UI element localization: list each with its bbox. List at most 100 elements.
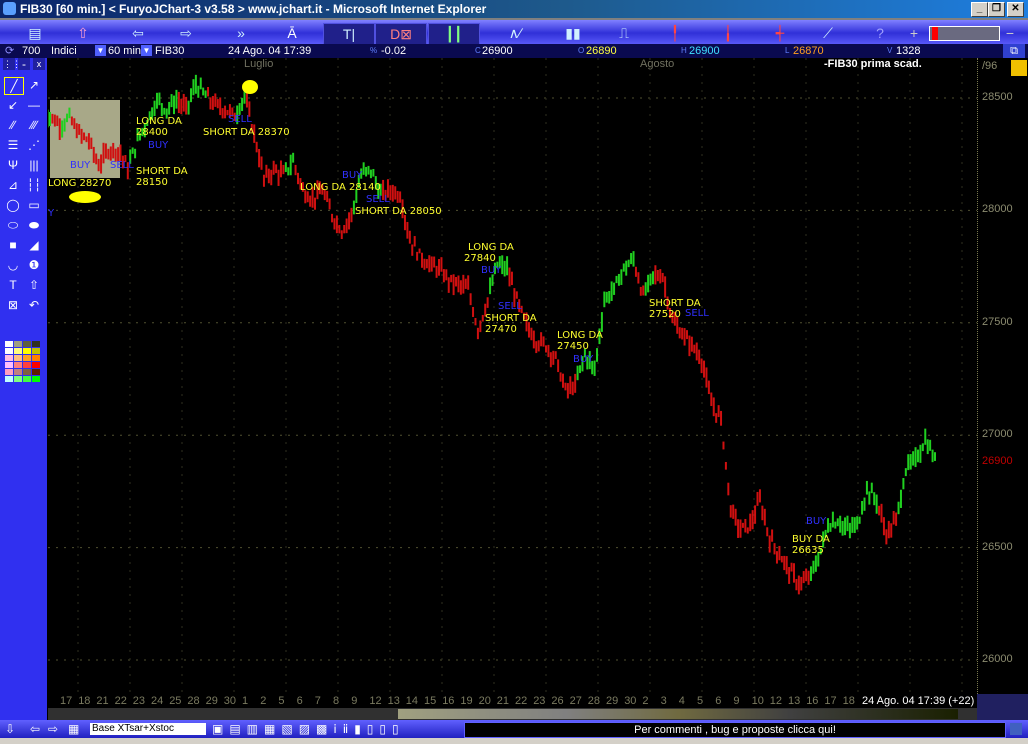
marker-middle-icon[interactable]: ┽ bbox=[775, 25, 785, 41]
color-swatch[interactable] bbox=[23, 355, 31, 361]
color-swatch[interactable] bbox=[5, 348, 13, 354]
text-icon[interactable]: T bbox=[9, 278, 17, 292]
channel-icon[interactable]: ∕∕ bbox=[10, 118, 15, 132]
color-swatch[interactable] bbox=[14, 341, 22, 347]
price-chart[interactable]: Luglio Agosto -FIB30 prima scad. LONG DA… bbox=[48, 58, 977, 694]
color-swatch[interactable] bbox=[5, 355, 13, 361]
scrollbar-thumb[interactable] bbox=[398, 709, 958, 719]
candlestick-icon[interactable]: ┃┃ bbox=[428, 23, 480, 45]
market-select[interactable]: Indici bbox=[51, 45, 77, 57]
gann-icon[interactable]: ⊿ bbox=[7, 178, 19, 192]
forward-icon[interactable]: ⇨ bbox=[48, 722, 59, 736]
color-swatch[interactable] bbox=[32, 362, 40, 368]
color-swatch[interactable] bbox=[32, 341, 40, 347]
color-swatch[interactable] bbox=[32, 348, 40, 354]
pitchfork-icon[interactable]: Ψ bbox=[7, 158, 19, 172]
color-swatch[interactable] bbox=[23, 362, 31, 368]
color-swatch[interactable] bbox=[23, 369, 31, 375]
drop-icon[interactable]: ◢ bbox=[29, 238, 39, 252]
x-tick-label: 18 bbox=[842, 695, 855, 707]
channel2-icon[interactable]: ∕∕∕ bbox=[30, 118, 37, 132]
download-icon[interactable]: ⇩ bbox=[5, 722, 16, 736]
open-icon[interactable]: ▤ bbox=[28, 25, 42, 41]
chevron-down-icon[interactable]: ▼ bbox=[95, 45, 106, 56]
cycles-icon[interactable]: ┆┆ bbox=[26, 178, 42, 192]
color-swatch[interactable] bbox=[14, 355, 22, 361]
forward-icon[interactable]: ⇨ bbox=[180, 25, 192, 41]
color-swatch[interactable] bbox=[14, 348, 22, 354]
fan-icon[interactable]: ⋰ bbox=[28, 138, 40, 152]
symbol-field[interactable]: FIB30 bbox=[155, 45, 185, 57]
ellipse-fill-icon[interactable]: ⬬ bbox=[28, 218, 40, 232]
chevron-down-icon[interactable]: ▼ bbox=[141, 45, 152, 56]
rectangle-icon[interactable]: ▭ bbox=[28, 198, 40, 212]
minimize-button[interactable]: _ bbox=[971, 2, 988, 17]
marker-bottom-icon[interactable]: ╽ bbox=[723, 25, 733, 41]
up-arrow-icon[interactable]: ⇧ bbox=[28, 278, 40, 292]
refresh-icon[interactable]: ⟳ bbox=[5, 45, 15, 57]
line-chart-icon[interactable]: ∧∕ bbox=[508, 25, 522, 41]
high-label: H bbox=[681, 46, 687, 55]
date-axis: 17 18 21 22 23 24 25 28 29 30 1 2 5 6 7 8 9 12 13 14 15 16 19 2… bbox=[48, 694, 977, 708]
axis-tools[interactable] bbox=[977, 694, 1028, 720]
feedback-link[interactable]: Per commenti , bug e proposte clicca qui… bbox=[464, 722, 1006, 738]
table-icon[interactable]: ▦ bbox=[68, 722, 80, 736]
interval-select[interactable]: 60 min bbox=[108, 45, 142, 57]
bar-chart-icon[interactable]: ▮▮ bbox=[565, 25, 581, 41]
color-swatch[interactable] bbox=[5, 362, 13, 368]
marker-top-icon[interactable]: ╿ bbox=[670, 25, 680, 41]
color-swatch[interactable] bbox=[23, 341, 31, 347]
chart-scrollbar[interactable] bbox=[48, 708, 977, 720]
ellipse-icon[interactable]: ◯ bbox=[6, 198, 20, 212]
close-button[interactable]: ✕ bbox=[1007, 2, 1024, 17]
magic-wand-icon[interactable]: ⟋ bbox=[823, 25, 833, 41]
undo-icon[interactable]: ↶ bbox=[28, 298, 40, 312]
color-swatch[interactable] bbox=[14, 369, 22, 375]
auto-scale-icon[interactable] bbox=[1011, 60, 1027, 76]
color-swatch[interactable] bbox=[32, 369, 40, 375]
indicator-icon[interactable]: T| bbox=[323, 23, 375, 45]
info-icon[interactable] bbox=[1010, 723, 1022, 735]
color-swatch[interactable] bbox=[23, 376, 31, 382]
step-chart-icon[interactable]: ⎍ bbox=[619, 25, 629, 41]
back-icon[interactable]: ⇦ bbox=[132, 25, 144, 41]
color-swatch[interactable] bbox=[5, 341, 13, 347]
color-swatch[interactable] bbox=[14, 376, 22, 382]
color-swatch[interactable] bbox=[23, 348, 31, 354]
drawing-icon[interactable]: D⊠ bbox=[375, 23, 427, 45]
color-swatch[interactable] bbox=[32, 355, 40, 361]
fast-forward-icon[interactable]: » bbox=[237, 25, 245, 41]
vlines-icon[interactable]: ||| bbox=[29, 158, 39, 172]
color-palette[interactable] bbox=[5, 341, 43, 391]
zoom-in-icon[interactable]: + bbox=[909, 25, 919, 41]
help-icon[interactable]: ? bbox=[876, 25, 884, 41]
double-arrow-icon[interactable]: ↙ bbox=[7, 98, 19, 112]
maximize-button[interactable]: ❐ bbox=[988, 2, 1005, 17]
color-swatch[interactable] bbox=[5, 369, 13, 375]
back-icon[interactable]: ⇦ bbox=[30, 722, 41, 736]
grid-icon[interactable]: ⋮⋮ bbox=[3, 58, 21, 70]
bar-count[interactable]: 700 bbox=[22, 45, 41, 57]
upload-icon[interactable]: ⇧ bbox=[77, 25, 89, 41]
close-panel-icon[interactable]: x bbox=[33, 58, 45, 70]
square-icon[interactable]: ■ bbox=[9, 238, 17, 252]
resize-icon[interactable]: ⊠ bbox=[7, 298, 19, 312]
arc-icon[interactable]: ◡ bbox=[7, 258, 19, 272]
zoom-out-icon[interactable]: − bbox=[1005, 25, 1015, 41]
template-field[interactable]: Base XTsar+Xstoc bbox=[90, 723, 206, 735]
layout-icons[interactable]: ▣▤▥▦▧▨▩ⅰⅱ▮▯▯▯ bbox=[212, 722, 405, 736]
minimize-panel-icon[interactable]: - bbox=[18, 58, 30, 70]
line-tool-icon[interactable]: ╱ bbox=[4, 77, 24, 95]
x-tick-label: 9 bbox=[733, 695, 740, 707]
popout-icon[interactable]: ⧉ bbox=[1003, 44, 1025, 58]
color-swatch[interactable] bbox=[5, 376, 13, 382]
color-swatch[interactable] bbox=[14, 362, 22, 368]
arrow-tool-icon[interactable]: ↗ bbox=[28, 78, 40, 92]
hline-icon[interactable]: — bbox=[28, 98, 40, 112]
balloon-icon[interactable]: ⬭ bbox=[7, 218, 19, 232]
hlines-icon[interactable]: ☰ bbox=[7, 138, 19, 152]
zoom-slider[interactable] bbox=[929, 26, 1000, 41]
number-icon[interactable]: ❶ bbox=[28, 258, 40, 272]
text-line-icon[interactable]: Ā bbox=[287, 25, 297, 41]
color-swatch[interactable] bbox=[32, 376, 40, 382]
